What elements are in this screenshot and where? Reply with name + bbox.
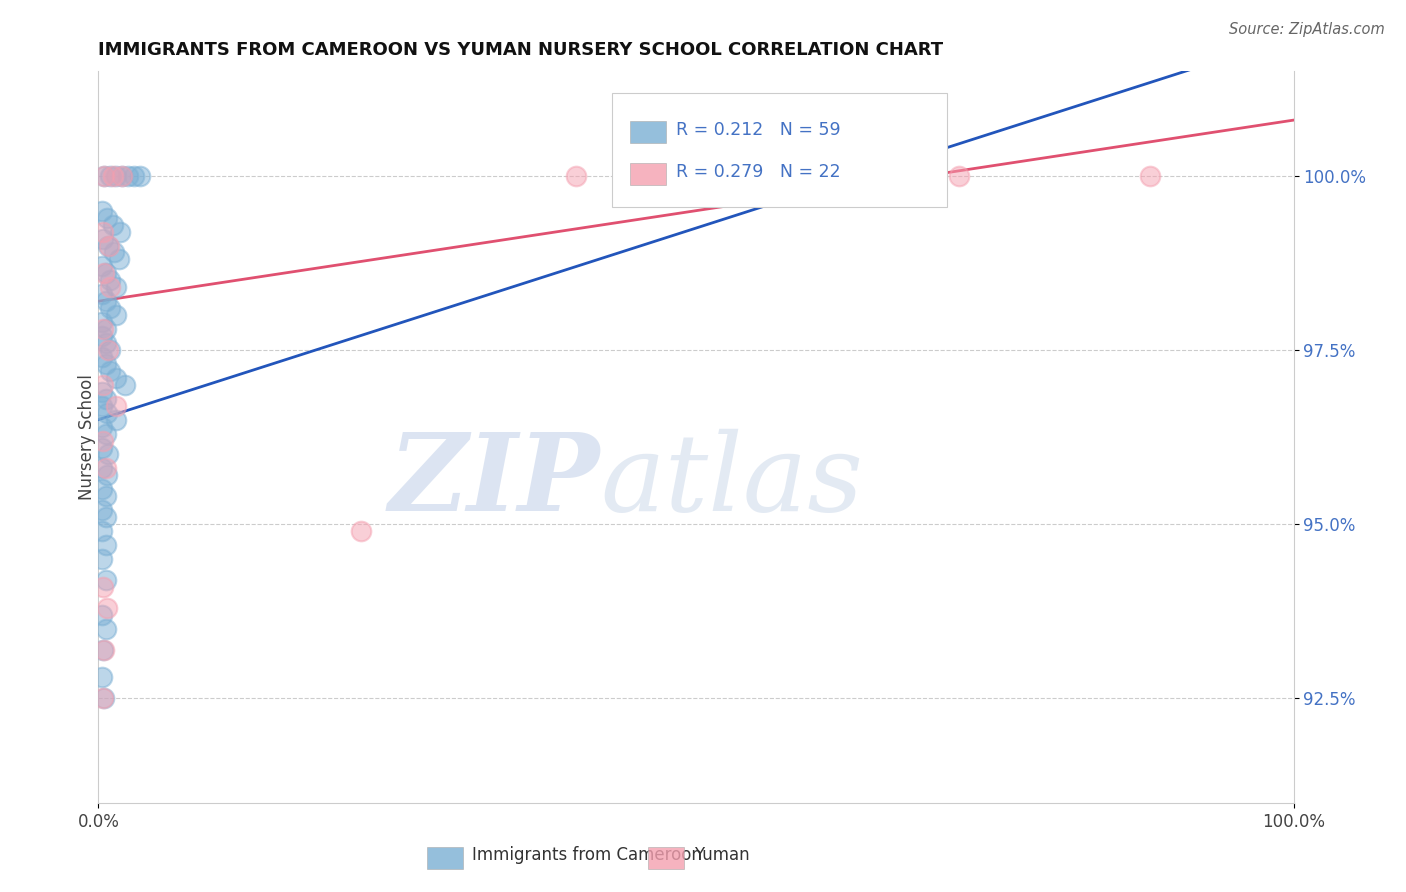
Point — [98, 301, 122, 316]
Point — [97, 448, 120, 462]
Point — [98, 169, 122, 183]
Point — [105, 371, 128, 385]
Point — [94, 322, 117, 336]
Point — [94, 357, 117, 371]
Point — [91, 377, 114, 392]
Point — [565, 169, 588, 183]
Point — [94, 426, 117, 441]
Point — [91, 607, 114, 622]
Point — [98, 273, 122, 287]
Point — [117, 169, 139, 183]
Point — [97, 238, 120, 252]
Point — [107, 252, 129, 267]
Point — [103, 245, 125, 260]
Point — [97, 343, 120, 357]
Point — [91, 315, 114, 329]
Point — [91, 399, 114, 413]
Point — [129, 169, 152, 183]
Point — [91, 260, 114, 274]
Point — [91, 461, 114, 475]
Text: ZIP: ZIP — [389, 428, 600, 534]
Point — [91, 552, 114, 566]
Point — [94, 510, 117, 524]
Point — [91, 322, 114, 336]
Point — [94, 489, 117, 503]
Point — [91, 287, 114, 301]
Point — [94, 266, 117, 280]
Point — [93, 642, 115, 657]
Point — [94, 461, 117, 475]
Point — [91, 524, 114, 538]
FancyBboxPatch shape — [630, 163, 666, 185]
Point — [91, 225, 114, 239]
Point — [101, 169, 124, 183]
Point — [91, 329, 114, 343]
Point — [91, 434, 114, 448]
Point — [94, 538, 117, 552]
Point — [93, 169, 115, 183]
Point — [745, 169, 768, 183]
Point — [105, 399, 128, 413]
Point — [91, 670, 114, 684]
Point — [114, 377, 136, 392]
Point — [98, 238, 121, 252]
Point — [948, 169, 970, 183]
Text: IMMIGRANTS FROM CAMEROON VS YUMAN NURSERY SCHOOL CORRELATION CHART: IMMIGRANTS FROM CAMEROON VS YUMAN NURSER… — [98, 41, 943, 59]
Point — [91, 350, 114, 364]
Point — [96, 406, 118, 420]
Point — [350, 524, 373, 538]
Point — [105, 412, 128, 426]
Point — [91, 691, 114, 706]
Point — [91, 483, 114, 497]
Text: R = 0.279   N = 22: R = 0.279 N = 22 — [676, 162, 841, 180]
Point — [124, 169, 146, 183]
Point — [94, 622, 117, 636]
Point — [91, 384, 114, 399]
Point — [94, 294, 117, 309]
Point — [91, 642, 114, 657]
Point — [105, 308, 128, 322]
Point — [96, 600, 118, 615]
Point — [111, 169, 134, 183]
FancyBboxPatch shape — [630, 121, 666, 143]
Point — [108, 225, 131, 239]
Point — [93, 691, 115, 706]
Point — [91, 231, 114, 245]
Point — [96, 468, 118, 483]
Text: atlas: atlas — [600, 428, 863, 533]
Point — [105, 280, 128, 294]
Text: Yuman: Yuman — [693, 847, 749, 864]
Point — [91, 503, 114, 517]
Point — [91, 441, 114, 455]
Y-axis label: Nursery School: Nursery School — [79, 374, 96, 500]
Point — [101, 218, 124, 232]
Point — [98, 364, 122, 378]
Point — [94, 336, 117, 351]
FancyBboxPatch shape — [613, 94, 948, 207]
Point — [96, 211, 118, 225]
Text: R = 0.212   N = 59: R = 0.212 N = 59 — [676, 121, 841, 139]
Point — [111, 169, 134, 183]
Point — [93, 169, 115, 183]
Point — [98, 343, 122, 357]
Point — [1139, 169, 1161, 183]
Point — [91, 580, 114, 594]
Point — [94, 573, 117, 587]
Point — [93, 266, 115, 280]
Point — [98, 280, 122, 294]
FancyBboxPatch shape — [648, 847, 685, 869]
FancyBboxPatch shape — [427, 847, 463, 869]
Text: Source: ZipAtlas.com: Source: ZipAtlas.com — [1229, 22, 1385, 37]
Point — [94, 392, 117, 406]
Point — [91, 419, 114, 434]
Point — [105, 169, 128, 183]
Point — [91, 203, 114, 218]
Text: Immigrants from Cameroon: Immigrants from Cameroon — [472, 847, 703, 864]
